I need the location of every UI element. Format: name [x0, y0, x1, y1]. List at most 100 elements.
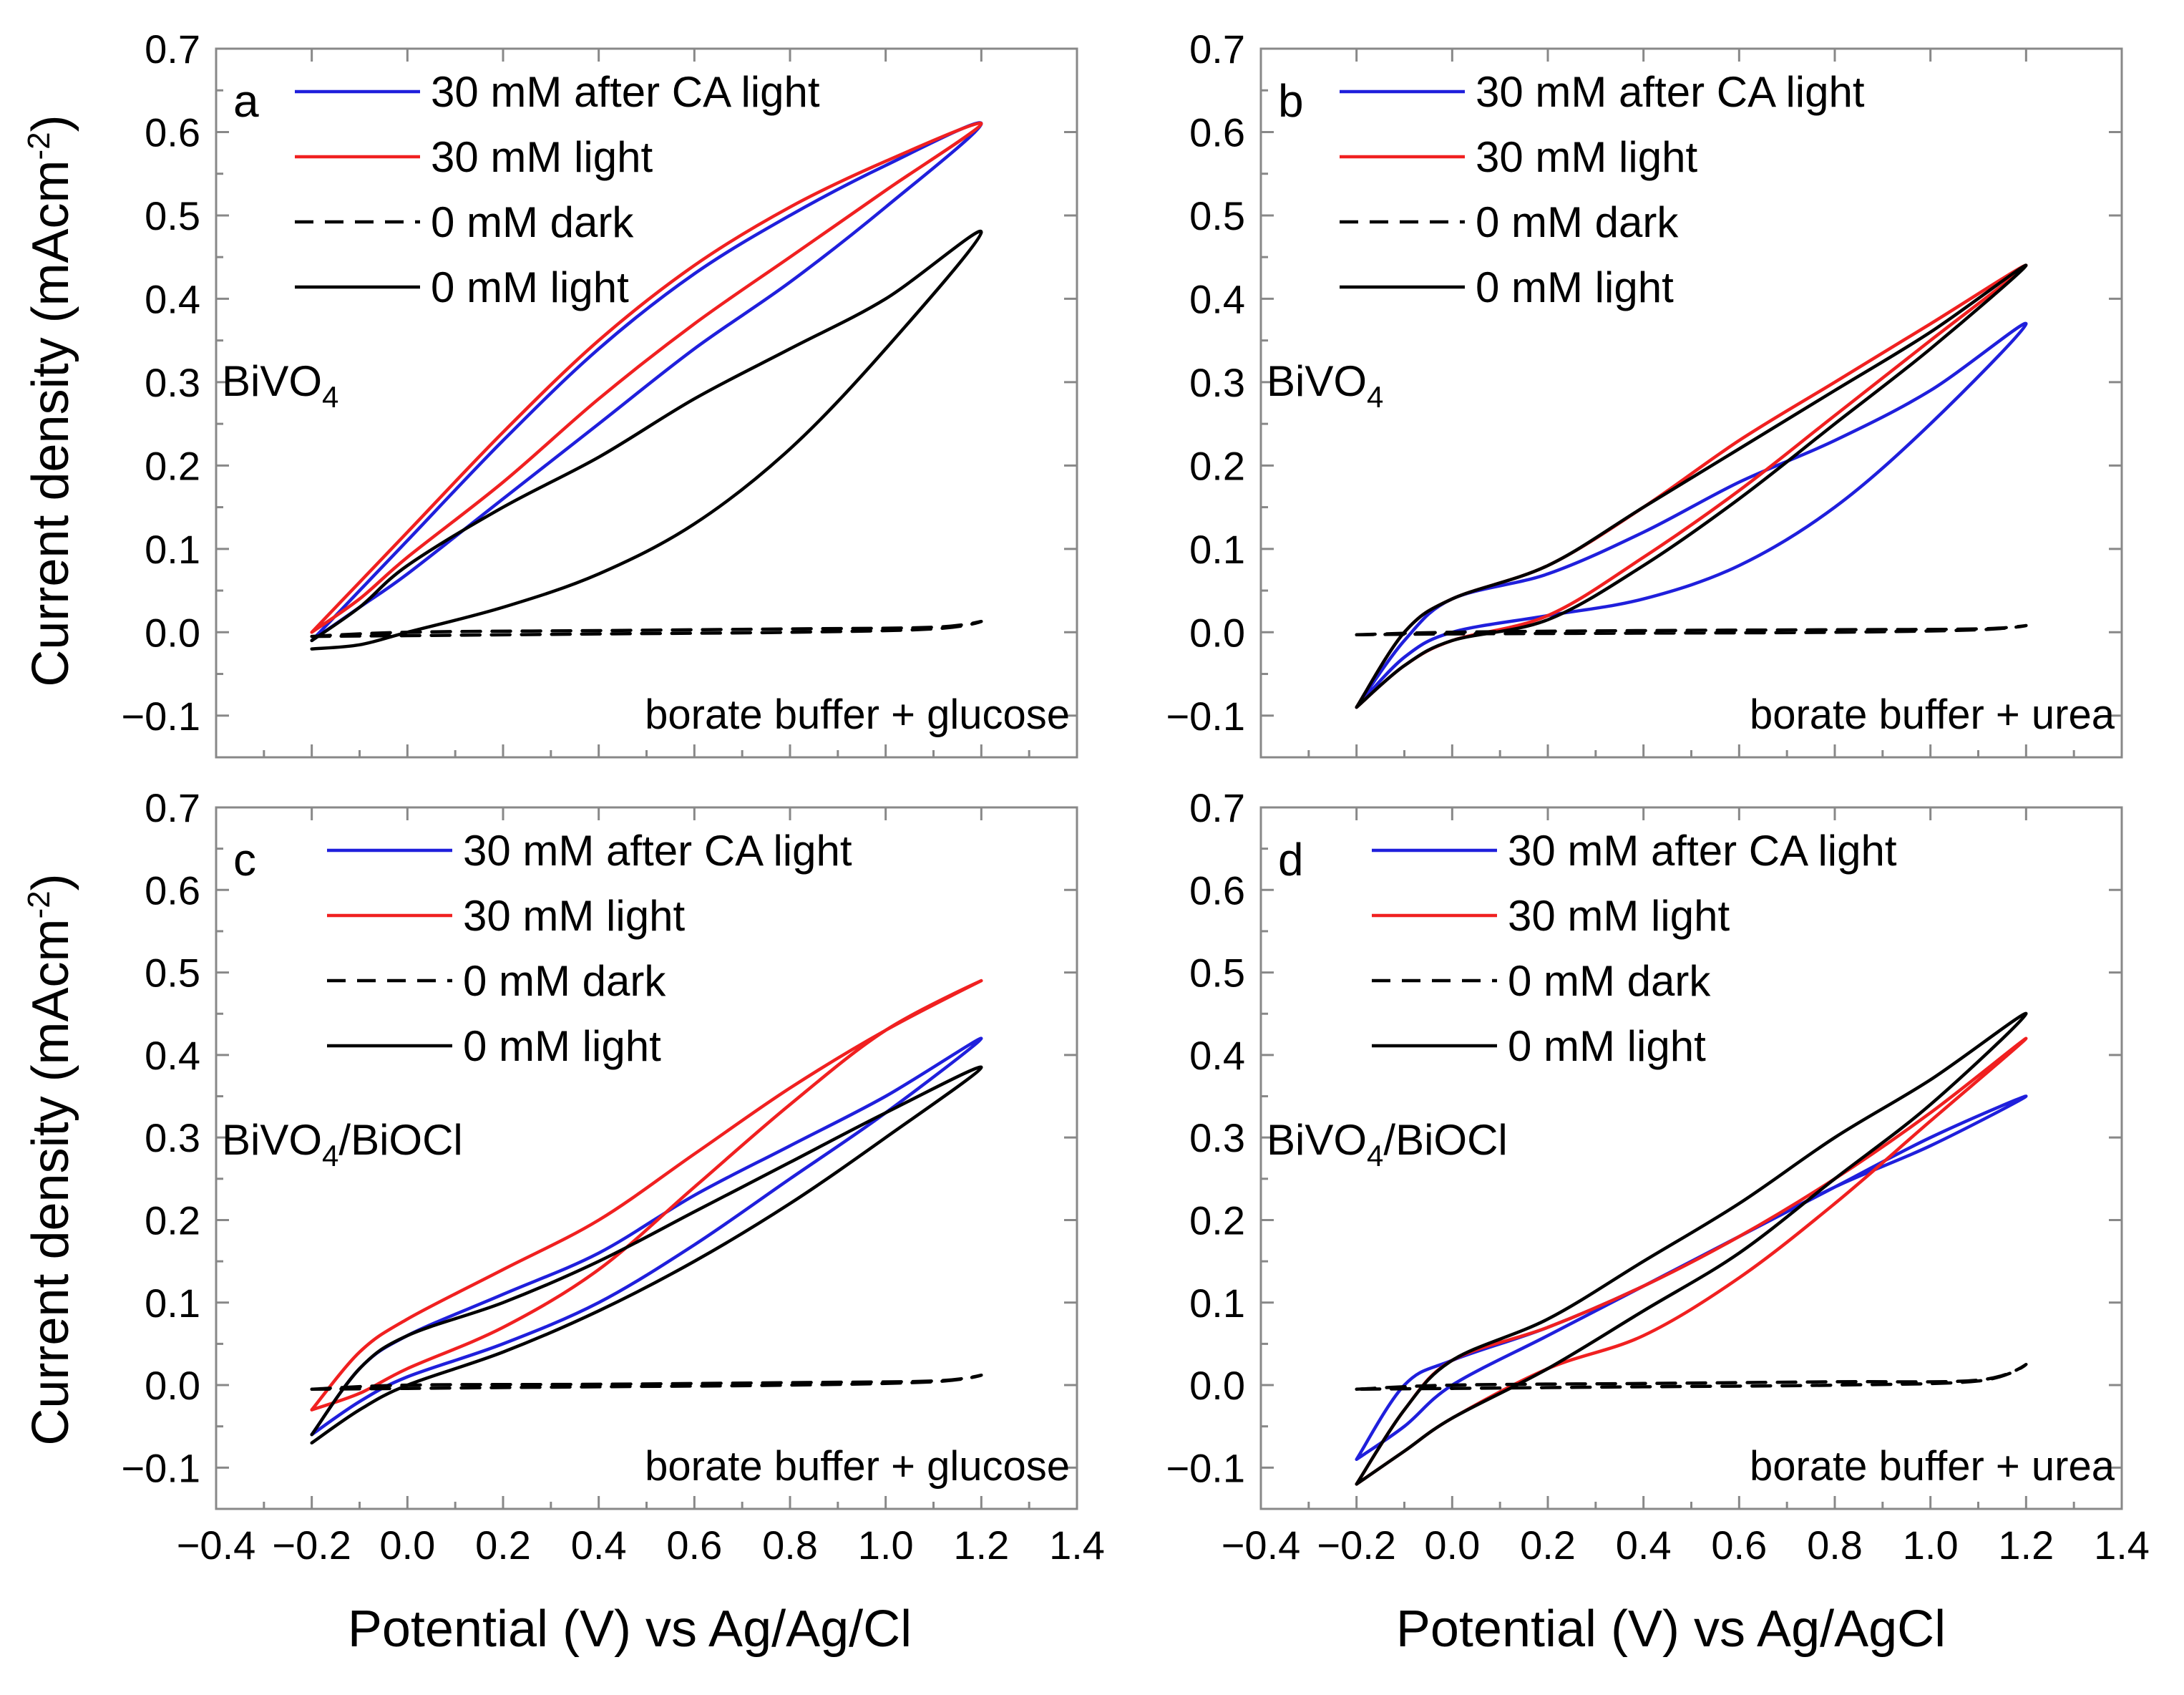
y-tick-label: −0.1 — [121, 1445, 200, 1490]
series-line — [1355, 321, 2028, 709]
y-tick-label: 0.5 — [1189, 951, 1245, 996]
panel-b: −0.1 0.0 0.1 0.2 0.3 0.4 0.5 0.6 0.7 30 mM after … — [1166, 26, 2123, 759]
y-tick-label: 0.3 — [1189, 1115, 1245, 1160]
y-axis-title-bottom-close: ) — [22, 873, 79, 890]
legend-label: 0 mM dark — [1508, 957, 1711, 1005]
series-line — [310, 1065, 983, 1445]
y-tick-label: 0.6 — [1189, 110, 1245, 155]
series-line — [310, 619, 983, 638]
series-line — [310, 978, 983, 1412]
electrolyte-label: borate buffer + urea — [1750, 1443, 2115, 1490]
material-subscript: 4 — [1367, 1139, 1383, 1172]
y-tick-label: 0.1 — [145, 527, 200, 572]
material-label: BiVO4/BiOCl — [222, 1116, 463, 1172]
y-tick-label: 0.0 — [145, 610, 200, 655]
y-tick-label: 0.1 — [1189, 1281, 1245, 1326]
y-tick-label: 0.7 — [145, 26, 200, 72]
y-axis-title-top-close: ) — [22, 115, 79, 132]
series-line — [310, 1373, 983, 1392]
x-tick-label: 1.2 — [1998, 1522, 2054, 1568]
electrolyte-label: borate buffer + glucose — [645, 691, 1070, 738]
legend-label: 30 mM light — [1508, 892, 1730, 940]
x-tick-label: 1.4 — [2094, 1522, 2150, 1568]
legend-label: 30 mM after CA light — [463, 827, 852, 875]
x-tick-label: 0.6 — [666, 1522, 722, 1568]
legend-label: 0 mM dark — [431, 198, 634, 246]
material-name: BiVO — [222, 357, 322, 405]
series-line — [310, 1036, 983, 1437]
legend-label: 0 mM light — [431, 263, 629, 311]
y-tick-label: −0.1 — [1166, 694, 1245, 739]
y-tick-label: 0.0 — [1189, 610, 1245, 655]
y-tick-label: 0.7 — [145, 785, 200, 830]
y-tick-label: 0.3 — [145, 360, 200, 405]
legend-label: 0 mM dark — [463, 957, 666, 1005]
y-tick-label: 0.5 — [145, 193, 200, 238]
x-tick-label: 0.0 — [379, 1522, 435, 1568]
series-line — [1355, 623, 2028, 637]
material-subscript: 4 — [322, 380, 338, 414]
y-tick-label: 0.0 — [145, 1363, 200, 1408]
series-line — [310, 229, 983, 651]
y-tick-label: 0.3 — [145, 1115, 200, 1160]
electrolyte-label: borate buffer + urea — [1750, 691, 2115, 738]
electrolyte-label: borate buffer + glucose — [645, 1443, 1070, 1490]
x-tick-label: 1.0 — [1903, 1522, 1959, 1568]
legend-label: 30 mM after CA light — [1476, 68, 1865, 116]
series-line — [1355, 1362, 2028, 1392]
x-tick-label: 1.4 — [1049, 1522, 1105, 1568]
panel-d: −0.4 −0.2 0.0 0.2 0.4 0.6 0.8 1.0 1.2 1.4 −0.1 0.0 0… — [1166, 785, 2149, 1568]
x-tick-label: −0.2 — [272, 1522, 351, 1568]
legend-label: 0 mM light — [1508, 1022, 1706, 1070]
y-tick-label: 0.0 — [1189, 1363, 1245, 1408]
legend-label: 30 mM light — [1476, 133, 1697, 181]
y-tick-label: 0.4 — [145, 1033, 200, 1078]
y-tick-label: 0.1 — [145, 1281, 200, 1326]
y-tick-label: 0.2 — [1189, 443, 1245, 488]
legend-label: 0 mM light — [463, 1022, 661, 1070]
material-name: BiVO — [1267, 1116, 1367, 1164]
x-tick-label: 1.2 — [953, 1522, 1009, 1568]
material-suffix: /BiOCl — [338, 1116, 462, 1164]
panel-letter: d — [1278, 834, 1304, 885]
x-tick-label: 0.0 — [1424, 1522, 1480, 1568]
y-tick-label: 0.2 — [1189, 1198, 1245, 1243]
legend-label: 30 mM after CA light — [1508, 827, 1897, 875]
panel-a: −0.1 0.0 0.1 0.2 0.3 0.4 0.5 0.6 0.7 30 mM after … — [121, 26, 1078, 759]
y-tick-label: 0.5 — [145, 951, 200, 996]
legend-label: 0 mM light — [1476, 263, 1674, 311]
x-tick-label: 0.4 — [571, 1522, 627, 1568]
x-tick-label: 0.4 — [1616, 1522, 1672, 1568]
series-line — [1355, 263, 2028, 709]
y-tick-label: 0.4 — [1189, 276, 1245, 321]
x-axis-title-left: Potential (V) vs Ag/Ag/Cl — [348, 1601, 912, 1658]
legend-label: 0 mM dark — [1476, 198, 1679, 246]
panel-letter: a — [233, 75, 259, 127]
y-axis-title-top-sup: -2 — [21, 132, 57, 160]
y-tick-label: 0.2 — [145, 1198, 200, 1243]
x-tick-label: 0.2 — [1520, 1522, 1576, 1568]
panel-c: −0.4 −0.2 0.0 0.2 0.4 0.6 0.8 1.0 1.2 1.4 −0.1 0.0 0… — [121, 785, 1104, 1568]
y-tick-label: 0.7 — [1189, 785, 1245, 830]
x-tick-label: 0.6 — [1711, 1522, 1767, 1568]
material-label: BiVO4 — [222, 357, 338, 414]
material-suffix: /BiOCl — [1383, 1116, 1507, 1164]
material-subscript: 4 — [1367, 380, 1383, 414]
series-line — [1355, 263, 2028, 709]
y-tick-label: 0.6 — [1189, 868, 1245, 913]
y-axis-title-bottom-main: Current density (mAcm — [22, 918, 79, 1445]
legend-label: 30 mM light — [463, 892, 685, 940]
material-subscript: 4 — [322, 1139, 338, 1172]
y-tick-label: 0.7 — [1189, 26, 1245, 72]
x-tick-label: 0.8 — [762, 1522, 818, 1568]
x-tick-label: −0.4 — [1222, 1522, 1301, 1568]
x-tick-label: 0.2 — [475, 1522, 531, 1568]
x-tick-label: −0.4 — [177, 1522, 256, 1568]
y-axis-title-bottom-sup: -2 — [21, 890, 57, 918]
y-tick-label: 0.4 — [145, 276, 200, 321]
panel-letter: b — [1278, 75, 1304, 127]
material-label: BiVO4 — [1267, 357, 1383, 414]
material-label: BiVO4/BiOCl — [1267, 1116, 1508, 1172]
legend-label: 30 mM after CA light — [431, 68, 820, 116]
